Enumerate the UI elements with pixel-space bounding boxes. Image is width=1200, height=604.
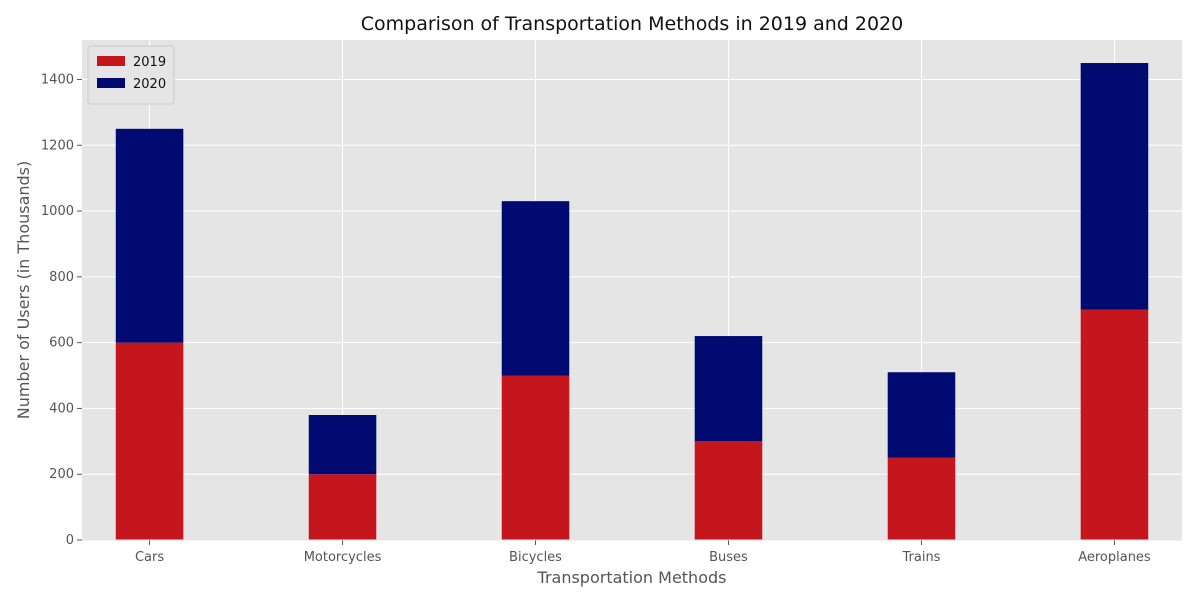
x-tick-label: Motorcycles (304, 550, 382, 565)
y-tick-label: 600 (49, 336, 74, 351)
legend-swatch-2020 (97, 78, 125, 88)
legend-label-2020: 2020 (133, 77, 166, 92)
bar-2020-bicycles (501, 201, 570, 376)
y-tick-label: 1400 (41, 72, 74, 87)
x-tick-label: Cars (135, 550, 164, 565)
axes: 0 200 400 600 800 1000 1200 1400 Cars Motorcycles… (41, 72, 1182, 565)
y-tick-label: 400 (49, 401, 74, 416)
y-tick-label: 800 (49, 270, 74, 285)
bar-2020-motorcycles (308, 415, 377, 475)
chart-title: Comparison of Transportation Methods in … (361, 13, 903, 35)
y-tick-label: 200 (49, 467, 74, 482)
x-axis-label: Transportation Methods (537, 568, 727, 587)
y-tick-label: 1200 (41, 138, 74, 153)
x-tick-label: Trains (901, 550, 940, 565)
x-tick-label: Buses (709, 550, 748, 565)
bar-2020-buses (694, 336, 763, 442)
bar-2019-buses (694, 441, 763, 540)
bar-series (115, 63, 1149, 540)
x-tick-label: Aeroplanes (1078, 550, 1151, 565)
bar-2019-aeroplanes (1080, 309, 1149, 540)
y-tick-label: 1000 (41, 204, 74, 219)
y-axis-label: Number of Users (in Thousands) (14, 161, 33, 420)
legend-swatch-2019 (97, 56, 125, 66)
plot-area (82, 40, 1182, 540)
bar-2020-trains (887, 372, 956, 458)
bar-2019-trains (887, 457, 956, 540)
x-tick-label: Bicycles (509, 550, 562, 565)
bar-2019-cars (115, 342, 184, 540)
bar-2019-bicycles (501, 375, 570, 540)
bar-2020-aeroplanes (1080, 63, 1149, 310)
y-tick-label: 0 (66, 533, 74, 548)
legend-label-2019: 2019 (133, 55, 166, 70)
bar-2020-cars (115, 128, 184, 343)
legend: 2019 2020 (87, 45, 175, 105)
bar-2019-motorcycles (308, 474, 377, 540)
